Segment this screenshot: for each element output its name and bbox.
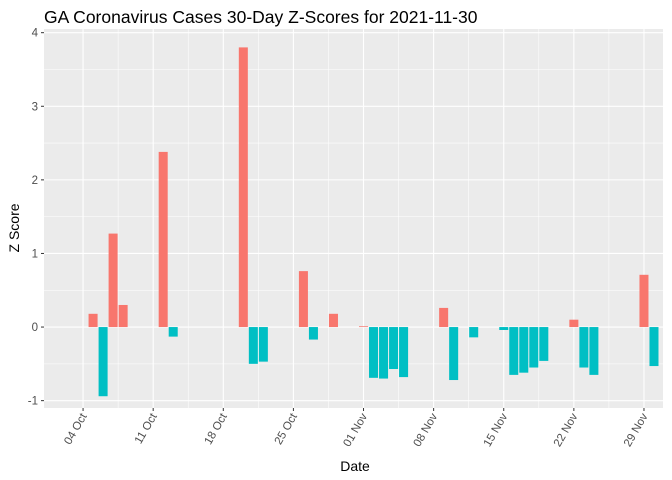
bar bbox=[369, 327, 379, 378]
bar bbox=[158, 151, 168, 328]
y-tick-label: 4 bbox=[32, 28, 39, 40]
bar bbox=[359, 326, 369, 328]
bar bbox=[248, 327, 258, 364]
y-axis-title: Z Score bbox=[6, 203, 22, 252]
bar bbox=[308, 327, 318, 340]
bar bbox=[258, 327, 268, 362]
bar bbox=[379, 327, 389, 379]
x-axis-title: Date bbox=[340, 458, 370, 474]
plot-panel bbox=[44, 29, 663, 408]
bar bbox=[98, 327, 108, 397]
bar bbox=[238, 47, 248, 328]
x-tick-label: 22 Nov bbox=[552, 411, 581, 449]
bar bbox=[519, 327, 529, 373]
bar bbox=[569, 319, 579, 328]
bars bbox=[88, 47, 659, 397]
y-tick-label: 1 bbox=[32, 248, 38, 260]
bar bbox=[499, 327, 509, 330]
bar bbox=[328, 313, 338, 328]
x-tick-label: 04 Oct bbox=[62, 411, 90, 447]
chart-title: GA Coronavirus Cases 30-Day Z-Scores for… bbox=[44, 7, 478, 27]
bar bbox=[439, 307, 449, 328]
bar bbox=[579, 327, 589, 368]
bar bbox=[639, 274, 649, 328]
y-axis: -1 0 1 2 3 4 bbox=[28, 28, 44, 408]
x-tick-label: 01 Nov bbox=[342, 411, 371, 449]
bar bbox=[589, 327, 599, 375]
x-tick-label: 25 Oct bbox=[273, 411, 301, 447]
bar bbox=[469, 327, 479, 338]
x-tick-label: 08 Nov bbox=[412, 411, 441, 449]
x-axis: 04 Oct 11 Oct 18 Oct 25 Oct 01 Nov 08 Nov 15 N… bbox=[62, 408, 651, 449]
x-tick-label: 29 Nov bbox=[622, 411, 651, 449]
y-tick-label: 3 bbox=[32, 101, 38, 113]
bar bbox=[168, 327, 178, 337]
bar bbox=[539, 327, 549, 361]
bar bbox=[649, 327, 659, 367]
x-tick-label: 11 Oct bbox=[133, 411, 160, 446]
x-tick-label: 15 Nov bbox=[482, 411, 511, 449]
y-tick-label: 0 bbox=[32, 322, 38, 334]
bar bbox=[399, 327, 409, 378]
x-tick-label: 18 Oct bbox=[203, 411, 231, 447]
bar bbox=[509, 327, 519, 375]
y-tick-label: 2 bbox=[32, 175, 38, 187]
bar bbox=[529, 327, 539, 368]
bar bbox=[389, 327, 399, 369]
bar bbox=[108, 233, 118, 328]
bar bbox=[449, 327, 459, 381]
grid-lines bbox=[44, 29, 663, 408]
bar bbox=[298, 271, 308, 328]
bar bbox=[118, 304, 128, 328]
bar bbox=[88, 313, 98, 328]
y-tick-label: -1 bbox=[28, 396, 38, 408]
